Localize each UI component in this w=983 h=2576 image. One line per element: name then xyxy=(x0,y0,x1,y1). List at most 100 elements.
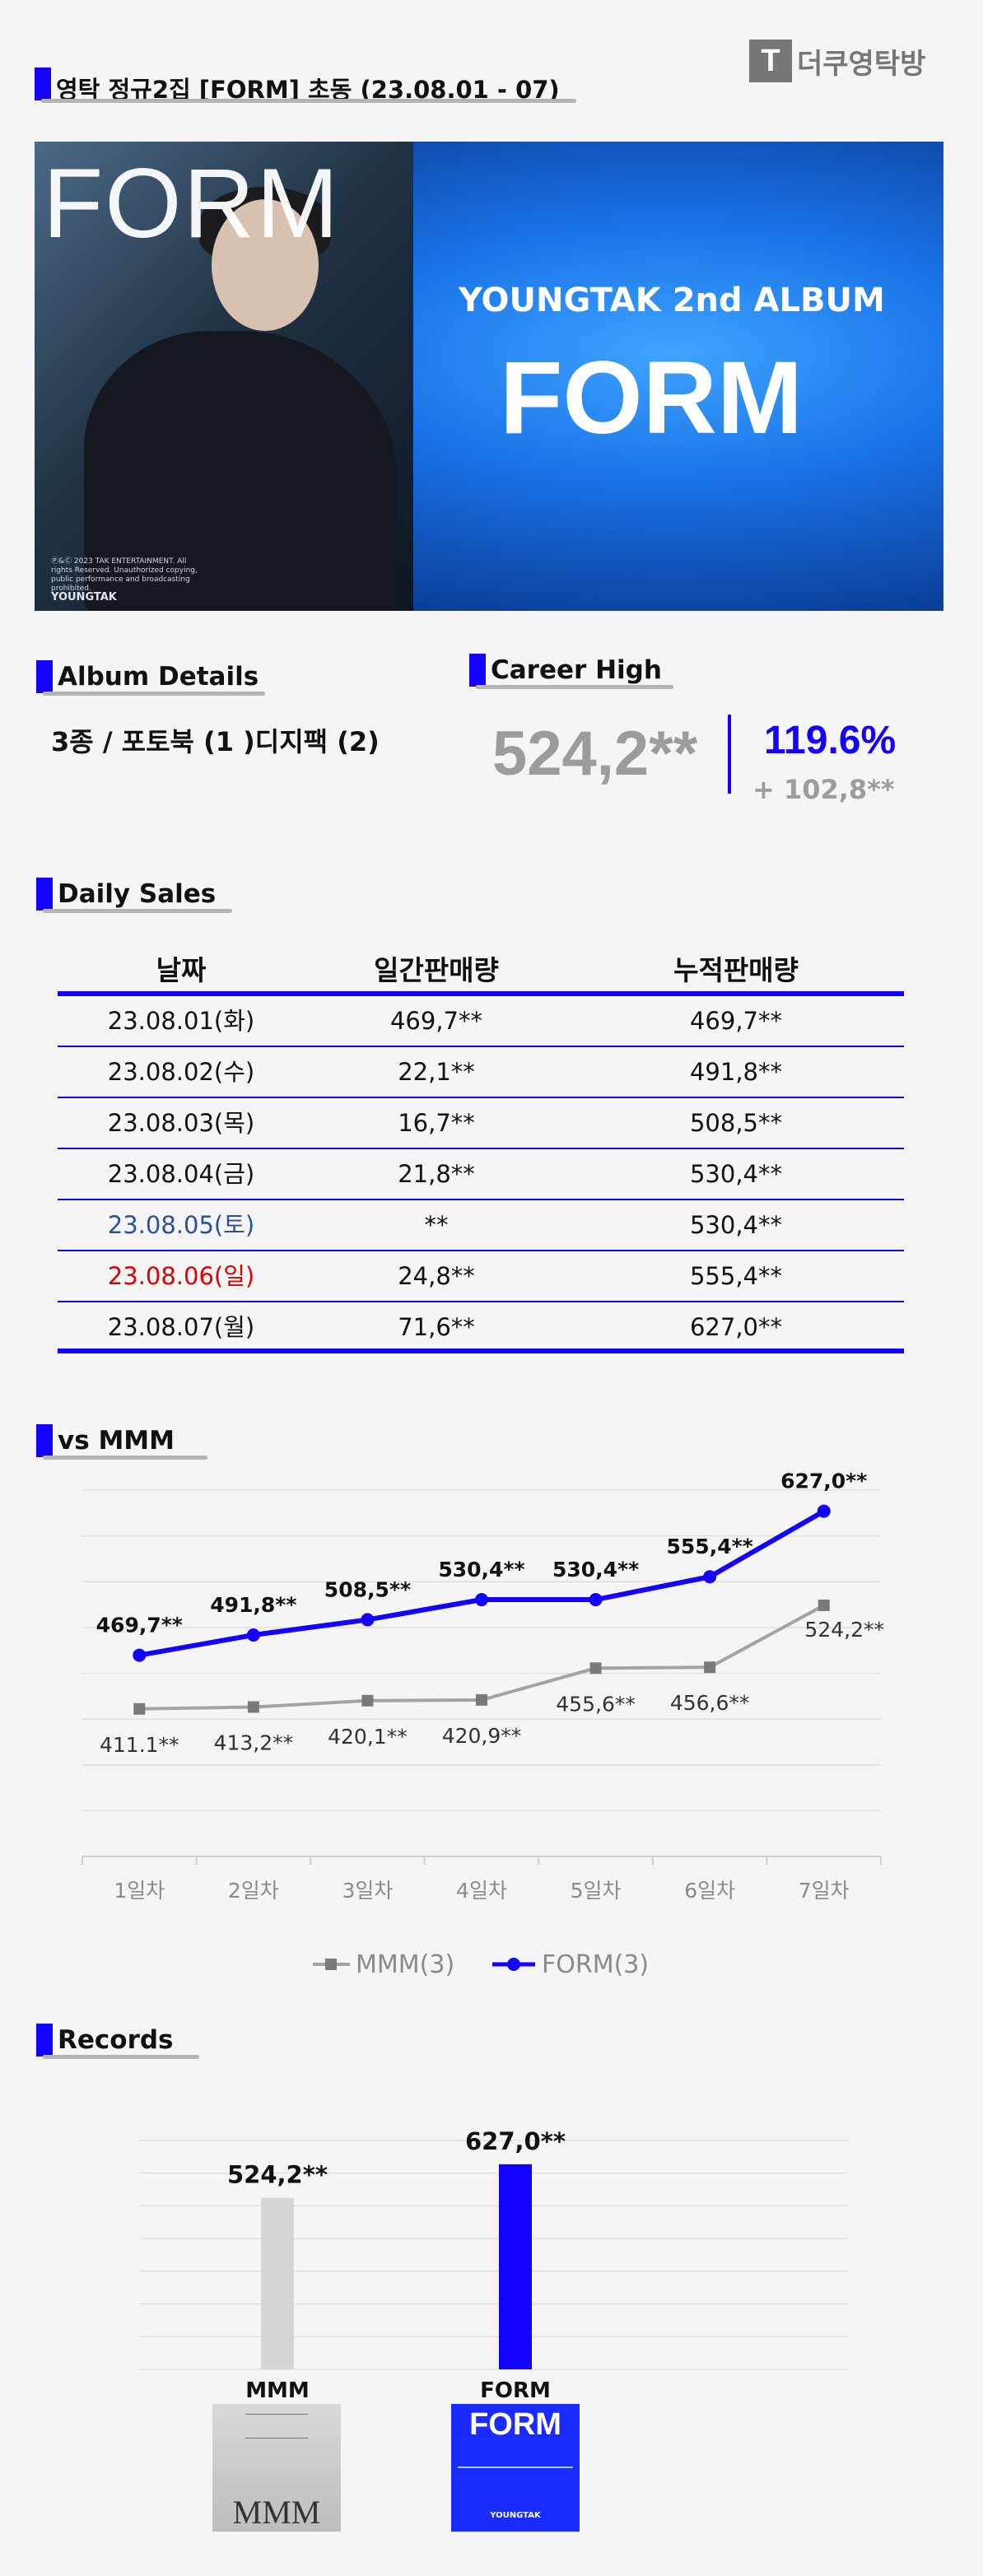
cell-total: 530,4** xyxy=(689,1211,783,1239)
data-label: 456,6** xyxy=(670,1691,750,1715)
cell-date: 23.08.02(수) xyxy=(107,1058,255,1086)
title-underline xyxy=(43,692,265,696)
cell-total: 491,8** xyxy=(689,1058,783,1086)
data-label: 508,5** xyxy=(324,1577,411,1601)
vs-mmm-header: vs MMM xyxy=(36,1421,209,1462)
section-marker xyxy=(36,660,53,693)
section-marker xyxy=(35,68,51,100)
banner-person-body xyxy=(84,331,397,611)
legend-mmm-label: MMM(3) xyxy=(356,1950,454,1979)
table-row: 23.08.07(월) 71,6** 627,0** xyxy=(58,1302,904,1353)
data-label: 469,7** xyxy=(96,1614,183,1637)
data-label: 455,6** xyxy=(556,1692,636,1716)
cell-total: 555,4** xyxy=(689,1262,783,1290)
section-marker xyxy=(469,654,486,687)
data-point-form xyxy=(361,1613,375,1627)
cell-date: 23.08.01(화) xyxy=(107,1007,255,1035)
table-header-row: 날짜 일간판매량 누적판매량 xyxy=(58,947,904,996)
data-label: 413,2** xyxy=(214,1731,294,1754)
banner-big-title: FORM xyxy=(500,341,803,455)
album-details-header: Album Details xyxy=(36,657,267,698)
title-underline xyxy=(41,99,576,103)
legend-form-marker xyxy=(507,1958,520,1971)
career-high-title: Career High xyxy=(491,655,662,685)
header-daily: 일간판매량 xyxy=(374,954,499,986)
x-tick-label: 5일차 xyxy=(571,1879,622,1903)
title-underline xyxy=(43,909,232,913)
data-label: 530,4** xyxy=(552,1558,639,1581)
title-underline xyxy=(43,2055,199,2059)
legend-form-label: FORM(3) xyxy=(542,1950,649,1979)
x-tick-label: 2일차 xyxy=(228,1879,279,1903)
section-marker xyxy=(36,878,53,911)
x-tick-label: 4일차 xyxy=(456,1879,507,1903)
form-cover-artist: YOUNGTAK xyxy=(490,2511,541,2520)
bar-category-label: FORM xyxy=(480,2378,551,2403)
cell-date: 23.08.06(일) xyxy=(107,1262,255,1290)
table-row: 23.08.01(화) 469,7** 469,7** xyxy=(58,996,904,1047)
brand-logo: T 더쿠영탁방 xyxy=(749,40,925,82)
cell-date: 23.08.05(토) xyxy=(107,1211,255,1239)
cell-daily: 16,7** xyxy=(398,1109,475,1137)
legend-mmm-marker xyxy=(325,1959,337,1970)
data-label: 420,9** xyxy=(442,1724,522,1748)
records-title: Records xyxy=(58,2025,174,2055)
x-tick-label: 3일차 xyxy=(342,1879,393,1903)
career-high-value: 524,2** xyxy=(492,719,698,789)
header-total: 누적판매량 xyxy=(673,954,799,986)
x-tick-label: 7일차 xyxy=(799,1879,850,1903)
data-point-mmm xyxy=(589,1662,602,1675)
table-row: 23.08.05(토) ** 530,4** xyxy=(58,1200,904,1251)
album-details-text: 3종 / 포토북 (1 )디지팩 (2) xyxy=(51,726,380,757)
data-point-mmm xyxy=(704,1661,716,1674)
career-high-divider xyxy=(728,715,731,794)
mmm-album-cover: MMM xyxy=(212,2404,341,2532)
data-point-mmm xyxy=(476,1693,487,1706)
cell-daily: 21,8** xyxy=(398,1160,475,1188)
form-album-cover: FORM YOUNGTAK xyxy=(451,2404,580,2532)
table-row: 23.08.02(수) 22,1** 491,8** xyxy=(58,1047,904,1098)
album-banner: FORM Ⓟ&Ⓒ 2023 TAK ENTERTAINMENT. All rig… xyxy=(35,142,943,611)
banner-person-face xyxy=(212,199,319,331)
cell-date: 23.08.03(목) xyxy=(107,1109,255,1137)
table-row: 23.08.06(일) 24,8** 555,4** xyxy=(58,1251,904,1302)
cell-total: 469,7** xyxy=(689,1007,783,1035)
mmm-cover-stripe xyxy=(245,2414,308,2439)
daily-sales-table: 날짜 일간판매량 누적판매량 23.08.01(화) 469,7** 469,7… xyxy=(58,947,904,1353)
records-header: Records xyxy=(36,2020,201,2061)
banner-subtitle: YOUNGTAK 2nd ALBUM xyxy=(459,282,885,319)
cell-total: 627,0** xyxy=(689,1313,783,1341)
data-point-form xyxy=(475,1593,488,1607)
data-label: 420,1** xyxy=(328,1725,408,1749)
daily-sales-title: Daily Sales xyxy=(58,879,217,909)
career-high-diff: + 102,8** xyxy=(752,774,895,805)
data-point-form xyxy=(246,1628,260,1642)
x-tick-label: 1일차 xyxy=(114,1879,165,1903)
bar-form xyxy=(499,2164,532,2369)
daily-sales-header: Daily Sales xyxy=(36,874,234,915)
table-row: 23.08.04(금) 21,8** 530,4** xyxy=(58,1149,904,1200)
cell-date: 23.08.07(월) xyxy=(107,1313,255,1341)
section-marker xyxy=(36,2024,53,2057)
form-cover-text: FORM xyxy=(469,2407,561,2442)
x-tick-label: 6일차 xyxy=(684,1879,735,1903)
cell-daily: 71,6** xyxy=(398,1313,475,1341)
cell-daily: 22,1** xyxy=(398,1058,475,1086)
title-underline xyxy=(476,685,673,689)
data-point-mmm xyxy=(818,1599,830,1611)
vs-mmm-title: vs MMM xyxy=(58,1426,175,1456)
data-point-form xyxy=(817,1504,831,1518)
page-header: 영탁 정규2집 [FORM] 초동 (23.08.01 - 07) xyxy=(35,64,578,105)
career-high-percent: 119.6% xyxy=(764,719,897,762)
data-point-form xyxy=(703,1570,717,1584)
banner-copyright: Ⓟ&Ⓒ 2023 TAK ENTERTAINMENT. All rights R… xyxy=(51,557,198,593)
album-details-title: Album Details xyxy=(58,662,259,692)
brand-t-icon: T xyxy=(749,40,792,82)
data-point-mmm xyxy=(247,1701,259,1713)
series-line-form xyxy=(138,1508,826,1658)
section-marker xyxy=(36,1424,53,1457)
data-point-mmm xyxy=(133,1703,146,1715)
data-label: 627,0** xyxy=(780,1470,867,1493)
bar-mmm xyxy=(261,2197,294,2369)
data-label: 555,4** xyxy=(667,1535,753,1558)
